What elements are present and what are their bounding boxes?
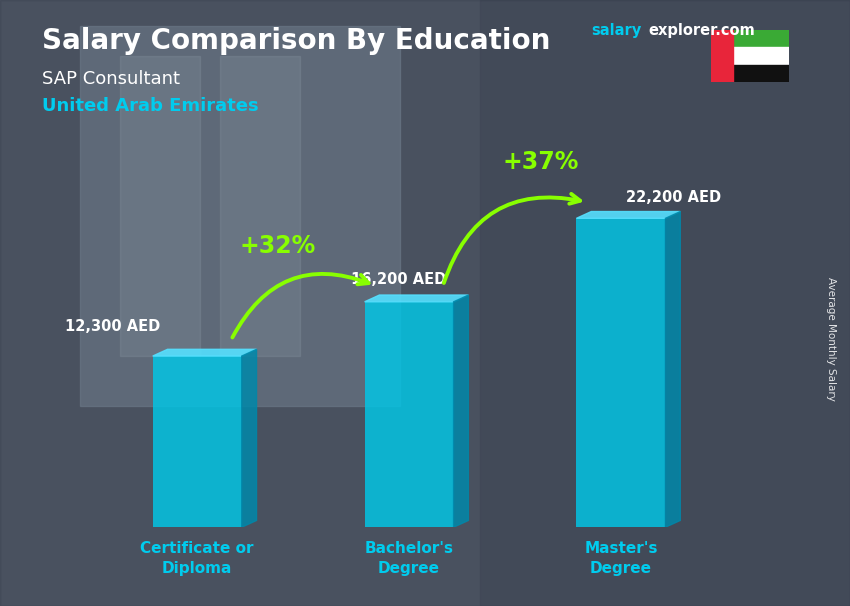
Text: +37%: +37%	[502, 150, 579, 175]
Polygon shape	[576, 211, 680, 218]
Text: 12,300 AED: 12,300 AED	[65, 319, 160, 333]
Text: 16,200 AED: 16,200 AED	[351, 271, 446, 287]
Bar	[711, 30, 734, 82]
Polygon shape	[666, 211, 680, 527]
Bar	[365, 302, 454, 527]
Bar	[153, 356, 241, 527]
Bar	[120, 56, 200, 356]
Text: salary: salary	[591, 23, 641, 38]
Text: explorer.com: explorer.com	[649, 23, 756, 38]
Text: +32%: +32%	[240, 235, 316, 258]
Polygon shape	[153, 349, 257, 356]
Text: 22,200 AED: 22,200 AED	[626, 190, 722, 205]
Polygon shape	[454, 295, 468, 527]
Bar	[80, 26, 400, 406]
Bar	[711, 30, 789, 47]
Bar	[80, 26, 400, 406]
Polygon shape	[365, 295, 468, 302]
Bar	[711, 65, 789, 82]
Text: Average Monthly Salary: Average Monthly Salary	[826, 278, 836, 401]
Bar	[480, 0, 850, 606]
Bar	[220, 56, 300, 356]
Text: SAP Consultant: SAP Consultant	[42, 70, 180, 88]
Bar	[711, 47, 789, 65]
Polygon shape	[241, 349, 257, 527]
Text: Salary Comparison By Education: Salary Comparison By Education	[42, 27, 551, 55]
Bar	[576, 218, 666, 527]
Text: United Arab Emirates: United Arab Emirates	[42, 97, 259, 115]
